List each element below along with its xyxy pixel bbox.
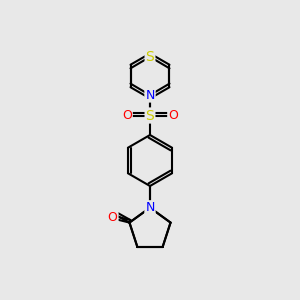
Text: O: O [168,109,178,122]
Text: S: S [146,109,154,122]
Text: N: N [145,201,155,214]
Text: S: S [146,50,154,64]
Text: O: O [122,109,132,122]
Text: N: N [145,88,155,102]
Text: O: O [108,211,118,224]
